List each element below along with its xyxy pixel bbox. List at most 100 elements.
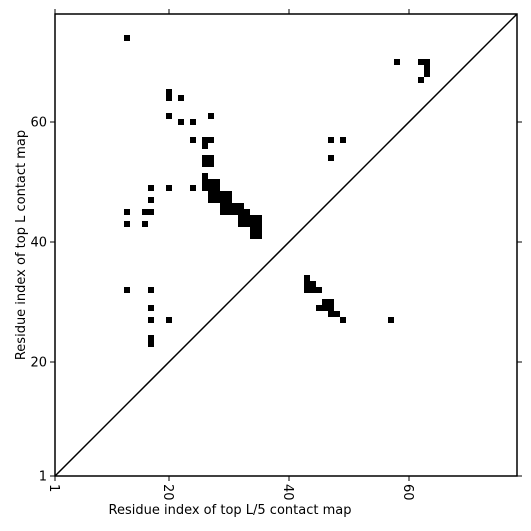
contact-cell: [148, 197, 154, 203]
contact-cell: [214, 185, 220, 191]
contact-cell: [322, 299, 328, 305]
contact-cell: [424, 71, 430, 77]
y-axis-label: Residue index of top L contact map: [14, 130, 29, 360]
contact-cell: [304, 281, 310, 287]
contact-cell: [142, 221, 148, 227]
contact-cell: [202, 137, 208, 143]
contact-cell: [208, 155, 214, 161]
x-tick-label: 60: [400, 484, 415, 501]
contact-cell: [148, 335, 154, 341]
contact-cell: [250, 233, 256, 239]
contact-cell: [226, 209, 232, 215]
contact-cell: [148, 317, 154, 323]
contact-cell: [190, 119, 196, 125]
contact-cell: [226, 191, 232, 197]
contact-cell: [124, 209, 130, 215]
contact-cell: [208, 179, 214, 185]
contact-cell: [322, 305, 328, 311]
contact-cell: [232, 209, 238, 215]
contact-cell: [394, 59, 400, 65]
contact-cell: [334, 311, 340, 317]
contact-cell: [202, 161, 208, 167]
contact-cell: [418, 77, 424, 83]
contact-cell: [166, 89, 172, 95]
contact-cell: [244, 215, 250, 221]
contact-cell: [208, 137, 214, 143]
contact-cell: [310, 287, 316, 293]
contact-cell: [316, 305, 322, 311]
x-axis: 1 20 40 60: [46, 9, 415, 501]
contact-cell: [328, 311, 334, 317]
contact-cell: [304, 275, 310, 281]
contact-cell: [166, 185, 172, 191]
contact-cell: [256, 227, 262, 233]
contact-cell: [238, 221, 244, 227]
contact-cell: [328, 155, 334, 161]
contact-cell: [202, 173, 208, 179]
x-axis-label: Residue index of top L/5 contact map: [109, 503, 352, 518]
contact-cells: [124, 35, 430, 347]
contact-cell: [166, 317, 172, 323]
contact-cell: [124, 35, 130, 41]
contact-cell: [328, 299, 334, 305]
contact-cell: [388, 317, 394, 323]
contact-cell: [304, 287, 310, 293]
y-tick-label: 40: [30, 236, 47, 251]
contact-cell: [238, 215, 244, 221]
contact-cell: [256, 221, 262, 227]
contact-cell: [256, 215, 262, 221]
contact-cell: [232, 203, 238, 209]
contact-cell: [178, 119, 184, 125]
contact-cell: [220, 209, 226, 215]
contact-cell: [208, 191, 214, 197]
x-tick-label: 40: [280, 484, 295, 501]
contact-cell: [250, 227, 256, 233]
contact-cell: [340, 137, 346, 143]
contact-cell: [256, 233, 262, 239]
contact-cell: [220, 203, 226, 209]
contact-cell: [190, 137, 196, 143]
contact-cell: [220, 191, 226, 197]
contact-cell: [214, 191, 220, 197]
contact-cell: [202, 155, 208, 161]
contact-cell: [148, 341, 154, 347]
contact-cell: [202, 179, 208, 185]
contact-cell: [418, 59, 424, 65]
x-tick-label: 1: [46, 484, 61, 492]
diagonal-line: [54, 13, 518, 477]
contact-cell: [214, 179, 220, 185]
contact-cell: [148, 305, 154, 311]
contact-cell: [328, 137, 334, 143]
y-tick-label: 20: [30, 356, 47, 371]
contact-cell: [208, 185, 214, 191]
contact-cell: [148, 287, 154, 293]
contact-cell: [178, 95, 184, 101]
y-axis: 1 20 40 60: [30, 116, 522, 485]
contact-cell: [238, 209, 244, 215]
contact-cell: [166, 113, 172, 119]
contact-cell: [220, 197, 226, 203]
contact-cell: [424, 59, 430, 65]
contact-cell: [250, 215, 256, 221]
contact-cell: [148, 209, 154, 215]
contact-cell: [208, 161, 214, 167]
contact-cell: [208, 197, 214, 203]
contact-cell: [124, 221, 130, 227]
contact-cell: [328, 305, 334, 311]
contact-cell: [166, 95, 172, 101]
contact-cell: [310, 281, 316, 287]
contact-cell: [238, 203, 244, 209]
contact-cell: [316, 287, 322, 293]
contact-cell: [424, 65, 430, 71]
plot-area: [54, 13, 518, 477]
y-tick-label: 60: [30, 116, 47, 131]
x-tick-label: 20: [160, 484, 175, 501]
contact-cell: [208, 113, 214, 119]
contact-cell: [142, 209, 148, 215]
contact-cell: [226, 197, 232, 203]
contact-cell: [226, 203, 232, 209]
contact-cell: [202, 185, 208, 191]
contact-cell: [244, 221, 250, 227]
contact-cell: [202, 143, 208, 149]
contact-cell: [340, 317, 346, 323]
